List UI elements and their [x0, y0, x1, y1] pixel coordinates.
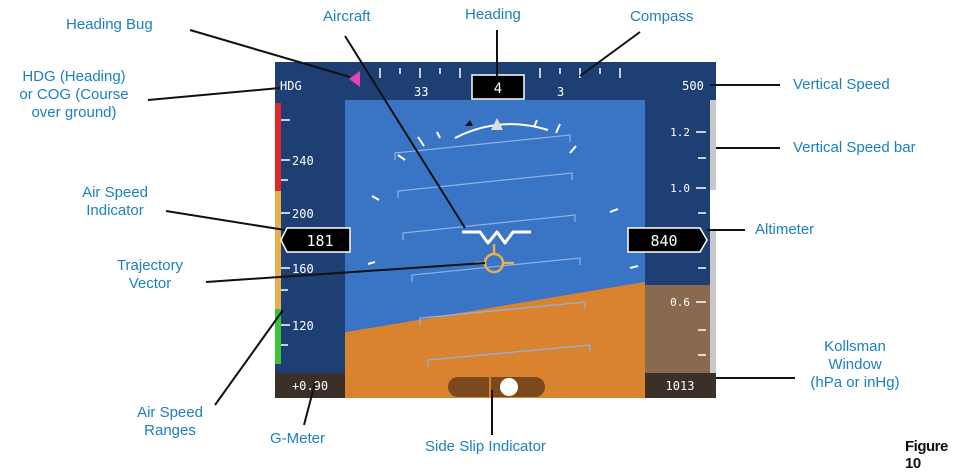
callout-air-speed-ranges: Air Speed Ranges: [125, 404, 215, 440]
callout-compass: Compass: [630, 8, 694, 25]
compass-tick-33: 33: [414, 85, 428, 99]
callout-altimeter: Altimeter: [755, 221, 815, 238]
altitude-box: [627, 227, 708, 253]
callout-kollsman-line2: Window: [828, 356, 882, 373]
vs-tick-0-6: 0.6: [670, 296, 690, 309]
callout-hdg-cog-line2: or COG (Course: [19, 86, 129, 103]
figure-label: Figure 10: [905, 438, 948, 472]
callout-hdg-cog: HDG (Heading) or COG (Course over ground…: [5, 68, 143, 122]
vertical-speed-box: [645, 62, 716, 100]
speed-tick-160: 160: [292, 262, 314, 276]
kollsman-value: 1013: [666, 379, 695, 393]
altitude-tape-upper: [645, 100, 710, 285]
kollsman-box: [645, 373, 716, 398]
callout-trajectory-vector-line1: Trajectory: [116, 257, 184, 274]
callout-vertical-speed-bar: Vertical Speed bar: [793, 139, 916, 156]
hdg-mode-label: HDG: [280, 79, 302, 93]
vertical-speed-value: 500: [682, 79, 704, 93]
heading-box: [471, 74, 525, 100]
speed-range-yellow: [275, 191, 281, 309]
side-slip-ball: [500, 378, 518, 396]
speed-tick-200: 200: [292, 207, 314, 221]
airspeed-box: [280, 227, 351, 253]
bank-pointer: [491, 118, 503, 130]
speed-tick-120: 120: [292, 319, 314, 333]
callout-aircraft: Aircraft: [323, 8, 371, 25]
speed-range-red: [275, 103, 281, 191]
bank-index: [465, 120, 473, 126]
compass-tick-3: 3: [557, 85, 564, 99]
callout-side-slip-indicator: Side Slip Indicator: [425, 438, 546, 455]
speed-tick-240: 240: [292, 154, 314, 168]
callout-air-speed-ranges-line1: Air Speed: [137, 404, 203, 421]
speed-range-green: [275, 309, 281, 364]
callout-kollsman-line3: (hPa or inHg): [810, 374, 900, 391]
callout-air-speed-indicator-line1: Air Speed: [82, 184, 148, 201]
callout-g-meter: G-Meter: [270, 430, 326, 447]
leader-lines: [147, 29, 795, 435]
callout-hdg-cog-line1: HDG (Heading): [22, 68, 126, 85]
bank-arc: [454, 123, 549, 139]
callout-heading-bug: Heading Bug: [66, 16, 153, 33]
vs-tick-1-2: 1.2: [670, 126, 690, 139]
callout-air-speed-indicator: Air Speed Indicator: [70, 184, 160, 220]
callout-air-speed-indicator-line2: Indicator: [86, 202, 144, 219]
callout-air-speed-ranges-line2: Ranges: [144, 422, 196, 439]
altitude-value: 840: [650, 232, 677, 250]
callout-heading: Heading: [465, 6, 521, 23]
vs-tick-1-0: 1.0: [670, 182, 690, 195]
ground-area: [275, 270, 716, 398]
callout-trajectory-vector: Trajectory Vector: [100, 257, 200, 293]
pfd-diagram: HDG 33 3 4 240 200 160 120 181 +0.90: [147, 29, 795, 435]
vertical-speed-bar-fill: [710, 190, 716, 230]
airspeed-value: 181: [306, 232, 333, 250]
callout-trajectory-vector-line2: Vector: [128, 275, 172, 292]
side-slip-track: [448, 377, 545, 397]
altitude-tape-lower: [645, 285, 710, 373]
callout-kollsman-line1: Kollsman: [824, 338, 886, 355]
callout-hdg-cog-line3: over ground): [31, 104, 117, 121]
heading-bug-symbol: [349, 71, 360, 87]
callout-vertical-speed: Vertical Speed: [793, 76, 890, 93]
g-meter-value: +0.90: [292, 379, 328, 393]
callout-kollsman-window: Kollsman Window (hPa or inHg): [800, 338, 910, 392]
vertical-speed-bar: [710, 100, 716, 373]
heading-value: 4: [494, 81, 502, 97]
pitch-ladder: [394, 134, 591, 367]
aircraft-symbol: [462, 230, 531, 245]
primary-flight-display: HDG 33 3 4 240 200 160 120 181 +0.90: [275, 62, 716, 398]
g-meter-box: [275, 373, 345, 398]
